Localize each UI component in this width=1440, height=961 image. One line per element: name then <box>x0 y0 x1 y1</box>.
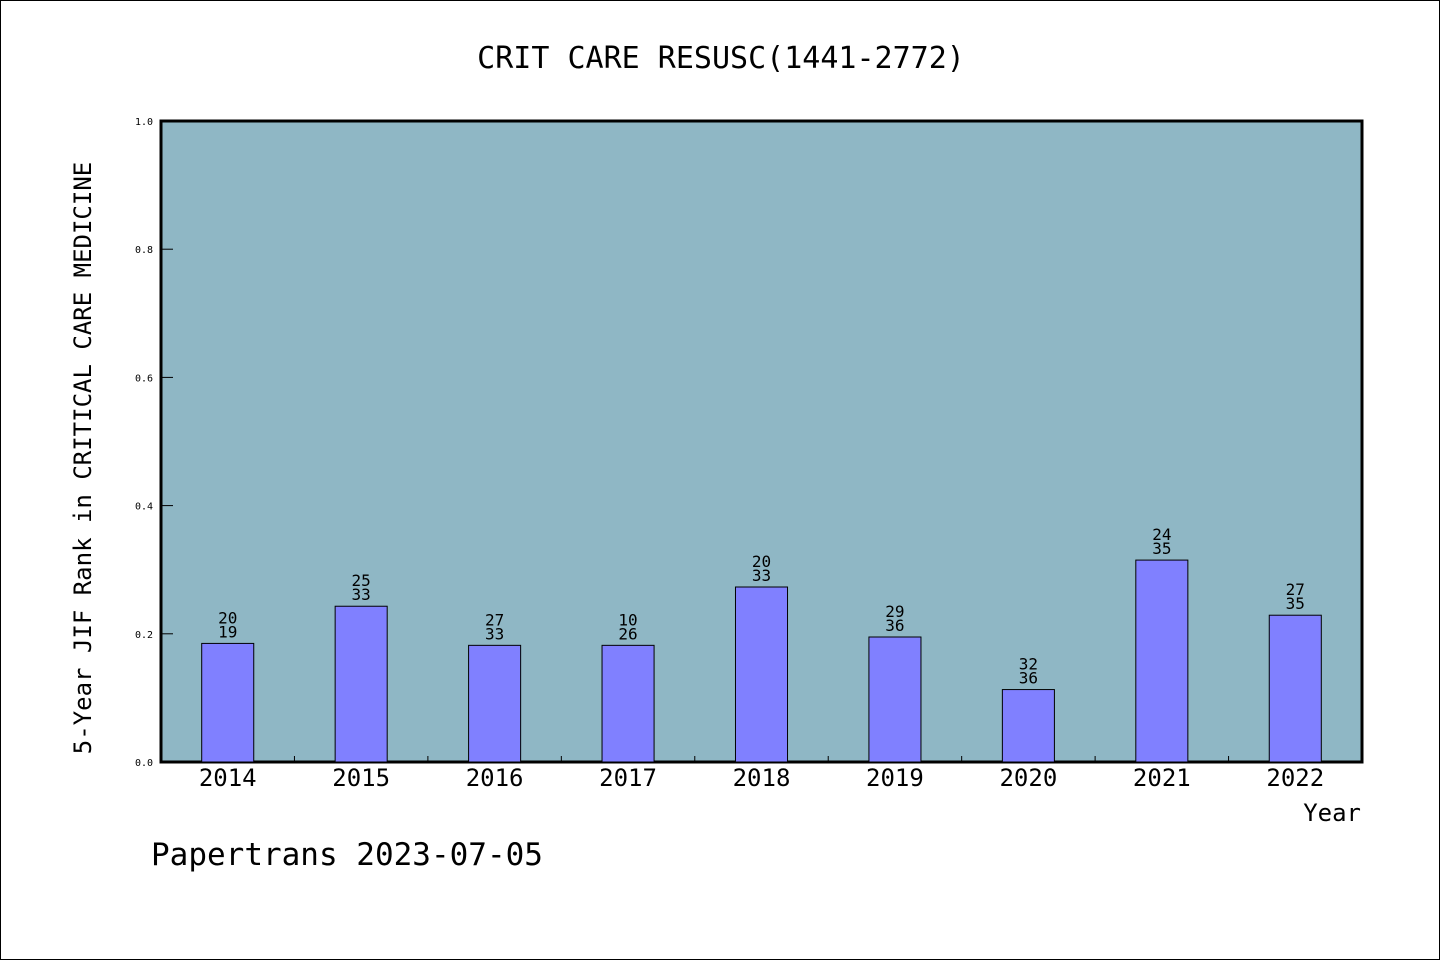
bar-label-bottom: 19 <box>218 622 237 641</box>
y-tick-label: 0.8 <box>135 245 153 256</box>
bar-label-bottom: 35 <box>1286 594 1305 613</box>
bar-label-top: 20 <box>218 608 237 627</box>
bar-label-top: 27 <box>1286 580 1305 599</box>
bar-label-bottom: 33 <box>752 566 771 585</box>
y-axis-label: 5-Year JIF Rank in CRITICAL CARE MEDICIN… <box>69 162 97 754</box>
bar <box>468 644 522 763</box>
bar <box>201 642 255 763</box>
bar-label-bottom: 35 <box>1152 539 1171 558</box>
bar-label-top: 27 <box>485 610 504 629</box>
chart-title: CRIT CARE RESUSC(1441-2772) <box>477 41 965 76</box>
x-tick-label: 2021 <box>1133 764 1191 792</box>
y-tick-label: 0.2 <box>135 630 153 641</box>
bar-label-top: 25 <box>352 571 371 590</box>
bar-label-bottom: 26 <box>618 624 637 643</box>
x-tick-label: 2017 <box>599 764 657 792</box>
bar-label-bottom: 36 <box>885 616 904 635</box>
x-axis: 2014 2015 2016 2017 2018 2019 2020 2021 2022 <box>199 756 1324 792</box>
y-axis: 0.0 0.2 0.4 0.6 0.8 1.0 <box>135 117 173 769</box>
bar <box>1135 559 1189 763</box>
x-tick-label: 2022 <box>1266 764 1324 792</box>
bar <box>1001 689 1055 763</box>
x-tick-label: 2015 <box>332 764 390 792</box>
bar <box>734 586 789 763</box>
footer-text: Papertrans 2023-07-05 <box>151 837 543 873</box>
bar <box>1268 614 1322 763</box>
bar-label-bottom: 36 <box>1019 669 1038 688</box>
bar-label-top: 29 <box>885 602 904 621</box>
x-tick-label: 2018 <box>733 764 791 792</box>
x-tick-label: 2019 <box>866 764 924 792</box>
bar <box>334 605 388 763</box>
bar <box>868 636 922 763</box>
bar-label-top: 10 <box>618 610 637 629</box>
bar-label-top: 24 <box>1152 525 1171 544</box>
x-axis-label: Year <box>1303 799 1361 827</box>
bar-label-top: 20 <box>752 552 771 571</box>
y-tick-label: 0.6 <box>135 373 153 384</box>
x-tick-label: 2014 <box>199 764 257 792</box>
bar <box>601 644 655 763</box>
x-tick-label: 2016 <box>466 764 524 792</box>
bar-label-bottom: 33 <box>352 585 371 604</box>
x-tick-label: 2020 <box>999 764 1057 792</box>
bar-label-bottom: 33 <box>485 624 504 643</box>
y-tick-label: 0.0 <box>135 758 153 769</box>
bar-label-top: 32 <box>1019 655 1038 674</box>
y-tick-label: 0.4 <box>135 502 153 513</box>
y-tick-label: 1.0 <box>135 117 153 128</box>
